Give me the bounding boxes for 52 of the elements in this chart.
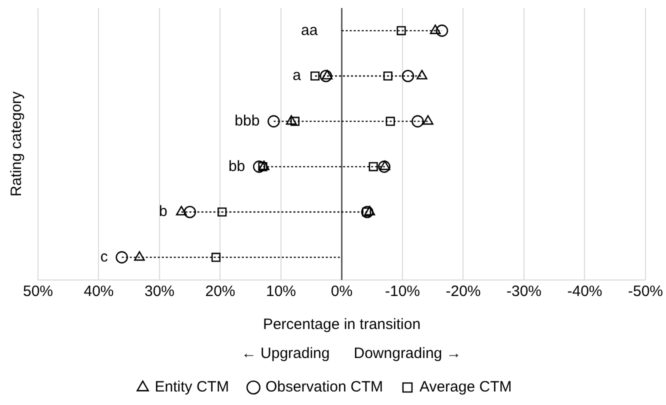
point: [396, 26, 406, 36]
point: [386, 116, 395, 126]
y-tick-label: bb: [228, 158, 246, 175]
y-tick-label: b: [159, 203, 168, 220]
point: [379, 160, 390, 170]
legend-label: Observation CTM: [265, 378, 383, 396]
x-tick-label: 20%: [205, 283, 236, 300]
point: [320, 70, 332, 82]
point: [258, 160, 270, 170]
text: Downgrading →: [354, 345, 462, 362]
x-tick-label: -10%: [384, 283, 420, 300]
legend-label: Entity CTM: [154, 378, 229, 396]
legend-label: Average CTM: [419, 378, 512, 396]
point: [310, 71, 320, 81]
point: [402, 70, 414, 82]
point: [211, 252, 221, 262]
x-tick-label: 50%: [22, 283, 54, 300]
point: [383, 71, 392, 81]
point: [368, 162, 378, 172]
point: [422, 115, 434, 125]
point: [218, 207, 227, 217]
x-tick-label: 30%: [144, 283, 175, 300]
point: [258, 162, 268, 172]
y-tick-label: bbb: [234, 112, 260, 130]
point: [134, 251, 145, 261]
point: [322, 70, 333, 80]
point: [430, 24, 441, 34]
text: ← Upgrading: [241, 345, 330, 362]
x-tick-label: -40%: [567, 283, 602, 300]
point: [364, 206, 376, 216]
point: [286, 115, 297, 125]
x-tick-label: 40%: [84, 283, 114, 300]
y-tick-label: a: [292, 67, 302, 84]
x-tick-label: -50%: [628, 283, 664, 300]
y-axis-title: Rating category: [8, 90, 26, 197]
point: [436, 24, 448, 37]
point: [176, 206, 187, 216]
point: [252, 160, 266, 173]
point: [416, 70, 428, 80]
point: [412, 115, 424, 128]
x-tick-label: 0%: [330, 283, 353, 300]
point: [184, 206, 196, 218]
x-axis-title: Percentage in transition: [262, 316, 421, 334]
x-tick-label: -30%: [506, 283, 542, 300]
point: [290, 116, 300, 126]
y-tick-label: aa: [301, 22, 318, 39]
point: [378, 160, 390, 173]
point: [268, 115, 280, 128]
x-tick-label: 10%: [266, 283, 296, 300]
x-tick-label: -20%: [446, 283, 481, 300]
point: [116, 251, 128, 264]
y-tick-label: c: [100, 248, 108, 266]
